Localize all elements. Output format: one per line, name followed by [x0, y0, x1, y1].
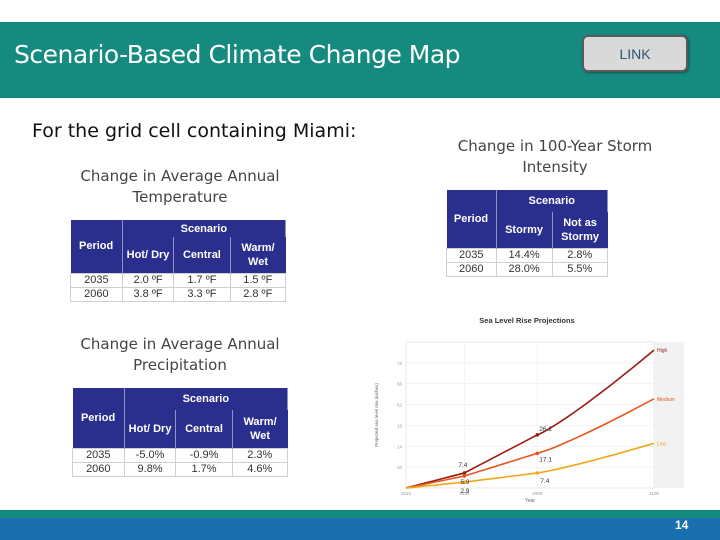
temperature-title-line2: Temperature	[132, 188, 228, 206]
cell: 1.7 ºF	[173, 272, 231, 288]
scenario-header: Scenario	[122, 220, 287, 237]
x-axis-label: Year	[525, 498, 535, 504]
x-tick-label: 2015	[401, 491, 412, 496]
cell: 2035	[70, 272, 123, 288]
data-label: 7.4	[458, 462, 467, 469]
col-header: Central	[175, 410, 233, 448]
cell: 14.4%	[495, 247, 553, 263]
cell: 2035	[446, 247, 497, 263]
storm-title-line2: Intensity	[522, 158, 588, 176]
legend-medium: Medium	[657, 397, 675, 403]
table-row: 2060 28.0% 5.5%	[446, 261, 609, 277]
cell: 2060	[70, 286, 123, 302]
page-number: 14	[675, 518, 689, 532]
page-title: Scenario-Based Climate Change Map	[14, 40, 461, 69]
cell: -5.0%	[123, 447, 177, 463]
cell: 3.8 ºF	[121, 286, 175, 302]
cell: 4.6%	[231, 461, 289, 477]
cell: 2060	[446, 261, 497, 277]
data-point	[462, 474, 467, 478]
data-point	[535, 433, 540, 437]
storm-title: Change in 100-Year Storm Intensity	[444, 136, 666, 178]
legend-high: High	[657, 348, 668, 354]
table-row: 2035 -5.0% -0.9% 2.3%	[72, 447, 289, 463]
label-column	[654, 342, 684, 488]
top-strip	[0, 0, 720, 22]
y-tick-label: 62	[397, 403, 403, 408]
col-header: Hot/ Dry	[124, 410, 177, 448]
cell: 28.0%	[495, 261, 553, 277]
table-row: 2035 2.0 ºF 1.7 ºF 1.5 ºF	[70, 272, 287, 288]
x-tick-label: 2035	[459, 491, 470, 496]
storm-title-line1: Change in 100-Year Storm	[457, 137, 653, 155]
cell: 2.8%	[551, 247, 609, 263]
scenario-header: Scenario	[496, 190, 609, 212]
temperature-table: Period Scenario Hot/ Dry Central Warm/ W…	[70, 220, 287, 302]
x-tick-label: 2100	[649, 491, 660, 496]
y-tick-label: 72	[397, 361, 403, 366]
col-header: Warm/ Wet	[230, 237, 286, 273]
cell: 2035	[72, 447, 125, 463]
scenario-header: Scenario	[124, 388, 289, 410]
y-axis-label: Projected sea level rise (inches)	[374, 383, 379, 447]
data-point	[535, 451, 540, 456]
series-line-low	[405, 442, 655, 489]
cell: 1.5 ºF	[229, 272, 287, 288]
period-header: Period	[70, 220, 123, 273]
legend-low: Low	[657, 441, 667, 447]
table-row: 2035 14.4% 2.8%	[446, 247, 609, 263]
cell: 9.8%	[123, 461, 177, 477]
series-line-medium	[405, 398, 655, 489]
col-header: Stormy	[496, 212, 553, 248]
period-header: Period	[72, 388, 125, 448]
storm-table: Period Scenario Stormy Not as Stormy 203…	[446, 190, 609, 277]
cell: 1.7%	[175, 461, 233, 477]
table-row: 2060 9.8% 1.7% 4.6%	[72, 461, 289, 477]
precipitation-title-line2: Precipitation	[133, 356, 227, 374]
cell: 2.8 ºF	[229, 286, 287, 302]
data-label: 2.9	[460, 488, 469, 495]
table-row: 2060 3.8 ºF 3.3 ºF 2.8 ºF	[70, 286, 287, 302]
series-line-high	[405, 349, 655, 489]
cell: 5.5%	[551, 261, 609, 277]
data-label: 5.9	[460, 479, 469, 486]
temperature-title: Change in Average Annual Temperature	[70, 166, 290, 208]
chart-title: Sea Level Rise Projections	[479, 316, 574, 325]
data-label: 26.2	[539, 426, 552, 433]
y-tick-label: 18	[397, 423, 403, 428]
plot-frame	[405, 341, 655, 489]
col-header: Central	[173, 237, 231, 273]
y-tick-label: 10	[397, 465, 403, 470]
link-button[interactable]: LINK	[582, 35, 688, 72]
cell: -0.9%	[175, 447, 233, 463]
col-header: Not as Stormy	[552, 212, 608, 248]
col-header: Warm/ Wet	[232, 410, 288, 448]
cell: 2.0 ºF	[121, 272, 175, 288]
col-header: Hot/ Dry	[122, 237, 175, 273]
data-label: 7.4	[540, 478, 549, 485]
y-tick-label: 66	[397, 382, 403, 387]
footer-band	[0, 510, 720, 518]
period-header: Period	[446, 190, 497, 248]
data-label: 17.1	[539, 456, 552, 463]
sea-level-chart: Sea Level Rise Projections 10 14 18 62 66 72 20…	[374, 316, 684, 504]
y-tick-label: 14	[397, 444, 403, 449]
cell: 2060	[72, 461, 125, 477]
data-point	[462, 471, 467, 475]
cell: 2.3%	[231, 447, 289, 463]
subtitle: For the grid cell containing Miami:	[32, 120, 357, 142]
x-tick-label: 2060	[532, 491, 543, 496]
precipitation-title: Change in Average Annual Precipitation	[70, 334, 290, 376]
precipitation-table: Period Scenario Hot/ Dry Central Warm/ W…	[72, 388, 289, 477]
data-point	[535, 471, 540, 475]
cell: 3.3 ºF	[173, 286, 231, 302]
precipitation-title-line1: Change in Average Annual	[80, 335, 280, 353]
data-point	[462, 480, 467, 484]
temperature-title-line1: Change in Average Annual	[80, 167, 280, 185]
